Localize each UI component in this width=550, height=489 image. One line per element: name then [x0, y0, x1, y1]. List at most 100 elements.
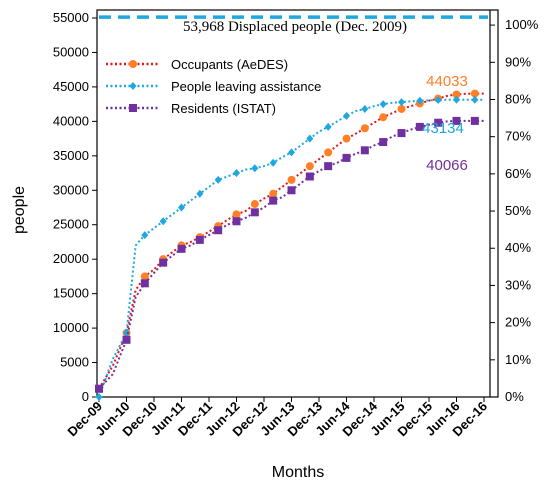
y-tick-label: 5000: [60, 355, 89, 370]
data-point: [287, 175, 296, 184]
data-point: [140, 279, 149, 288]
data-point: [250, 200, 259, 209]
data-point: [470, 89, 479, 98]
y-tick-label: 40000: [53, 113, 89, 128]
y2-axis-ticks: 0% 10% 20% 30% 40% 50% 60% 70% 80% 90% 100%: [490, 17, 539, 404]
end-value-label: 43134: [422, 120, 464, 137]
data-point: [287, 186, 296, 195]
y-tick-label: 55000: [53, 10, 89, 25]
x-axis-label: Months: [272, 464, 324, 481]
data-point: [232, 217, 241, 226]
data-point: [343, 111, 350, 120]
y-tick-label: 10000: [53, 320, 89, 335]
data-point: [361, 104, 369, 113]
data-point: [233, 169, 240, 178]
data-point: [250, 208, 259, 217]
data-point: [140, 272, 149, 281]
y-tick-label: 0: [82, 389, 89, 404]
data-point: [196, 189, 204, 198]
data-point: [129, 104, 137, 112]
data-point: [305, 162, 314, 171]
end-value-label: 40066: [426, 157, 468, 174]
y-tick-label: 50000: [53, 44, 89, 59]
data-point: [123, 328, 130, 337]
y-tick-label: 15000: [53, 286, 89, 301]
y2-tick-label: 100%: [505, 17, 539, 32]
data-point: [360, 146, 369, 155]
legend-label: Residents (ISTAT): [171, 101, 276, 116]
y-axis-label: people: [11, 186, 28, 234]
y2-tick-label: 60%: [505, 166, 531, 181]
data-point: [306, 134, 314, 143]
data-point: [434, 96, 442, 105]
series-line: [98, 98, 484, 398]
y2-tick-label: 70%: [505, 129, 531, 144]
x-axis-ticks: Dec-09Jun-10Dec-10Jun-11Dec-11Jun-12Dec-…: [64, 397, 490, 439]
y2-tick-label: 0%: [505, 389, 524, 404]
data-point: [251, 164, 259, 173]
data-point: [470, 116, 479, 125]
series-0: [95, 89, 484, 393]
data-point: [434, 118, 443, 127]
data-point: [178, 203, 185, 212]
series-2: [95, 116, 484, 393]
y2-tick-label: 40%: [505, 240, 531, 255]
data-point: [452, 116, 461, 125]
y-axis-ticks: 0 5000 10000 15000 20000 25000 30000 35000 40000…: [53, 10, 97, 404]
data-point: [129, 60, 137, 68]
y-tick-label: 45000: [53, 79, 89, 94]
data-point: [214, 175, 222, 184]
data-point: [379, 113, 388, 122]
legend-label: Occupants (AeDES): [171, 57, 288, 72]
reference-line-label: 53,968 Displaced people (Dec. 2009): [183, 19, 407, 35]
reference-line-group: 53,968 Displaced people (Dec. 2009): [99, 15, 488, 35]
data-point: [95, 393, 103, 401]
series-line: [98, 119, 484, 390]
data-point: [324, 162, 333, 171]
y2-tick-label: 90%: [505, 54, 531, 69]
data-point: [452, 90, 461, 99]
data-point: [324, 148, 333, 157]
data-point: [214, 226, 223, 235]
legend: Occupants (AeDES) People leaving assistan…: [106, 57, 321, 116]
data-point: [122, 335, 131, 344]
plot-area: [96, 9, 499, 398]
data-point: [288, 148, 295, 157]
data-point: [397, 104, 406, 113]
data-point: [269, 158, 277, 167]
data-point: [324, 122, 332, 131]
data-point: [379, 100, 387, 109]
y-tick-label: 30000: [53, 182, 89, 197]
data-point: [398, 98, 405, 107]
y-tick-label: 20000: [53, 251, 89, 266]
data-point: [415, 122, 424, 131]
data-point: [342, 134, 351, 143]
data-point: [471, 95, 479, 104]
data-point: [159, 217, 167, 226]
series-1: [95, 95, 484, 401]
y2-tick-label: 20%: [505, 315, 531, 330]
data-point: [129, 82, 137, 90]
data-point: [416, 96, 424, 105]
data-point: [342, 153, 351, 162]
data-point: [360, 124, 369, 133]
data-point: [453, 95, 460, 104]
data-point: [195, 235, 204, 244]
end-value-label: 44033: [426, 73, 468, 90]
y-tick-label: 25000: [53, 217, 89, 232]
series-group: 44033 43134 40066: [95, 73, 484, 401]
data-point: [269, 196, 278, 205]
data-point: [305, 172, 314, 181]
data-point: [159, 258, 168, 267]
data-point: [379, 138, 388, 147]
legend-label: People leaving assistance: [171, 79, 321, 94]
data-point: [397, 129, 406, 138]
data-point: [232, 210, 241, 219]
y2-tick-label: 50%: [505, 203, 531, 218]
data-point: [141, 231, 149, 240]
data-point: [177, 244, 186, 253]
y2-tick-label: 80%: [505, 91, 531, 106]
data-point: [95, 384, 103, 393]
y-tick-label: 35000: [53, 148, 89, 163]
